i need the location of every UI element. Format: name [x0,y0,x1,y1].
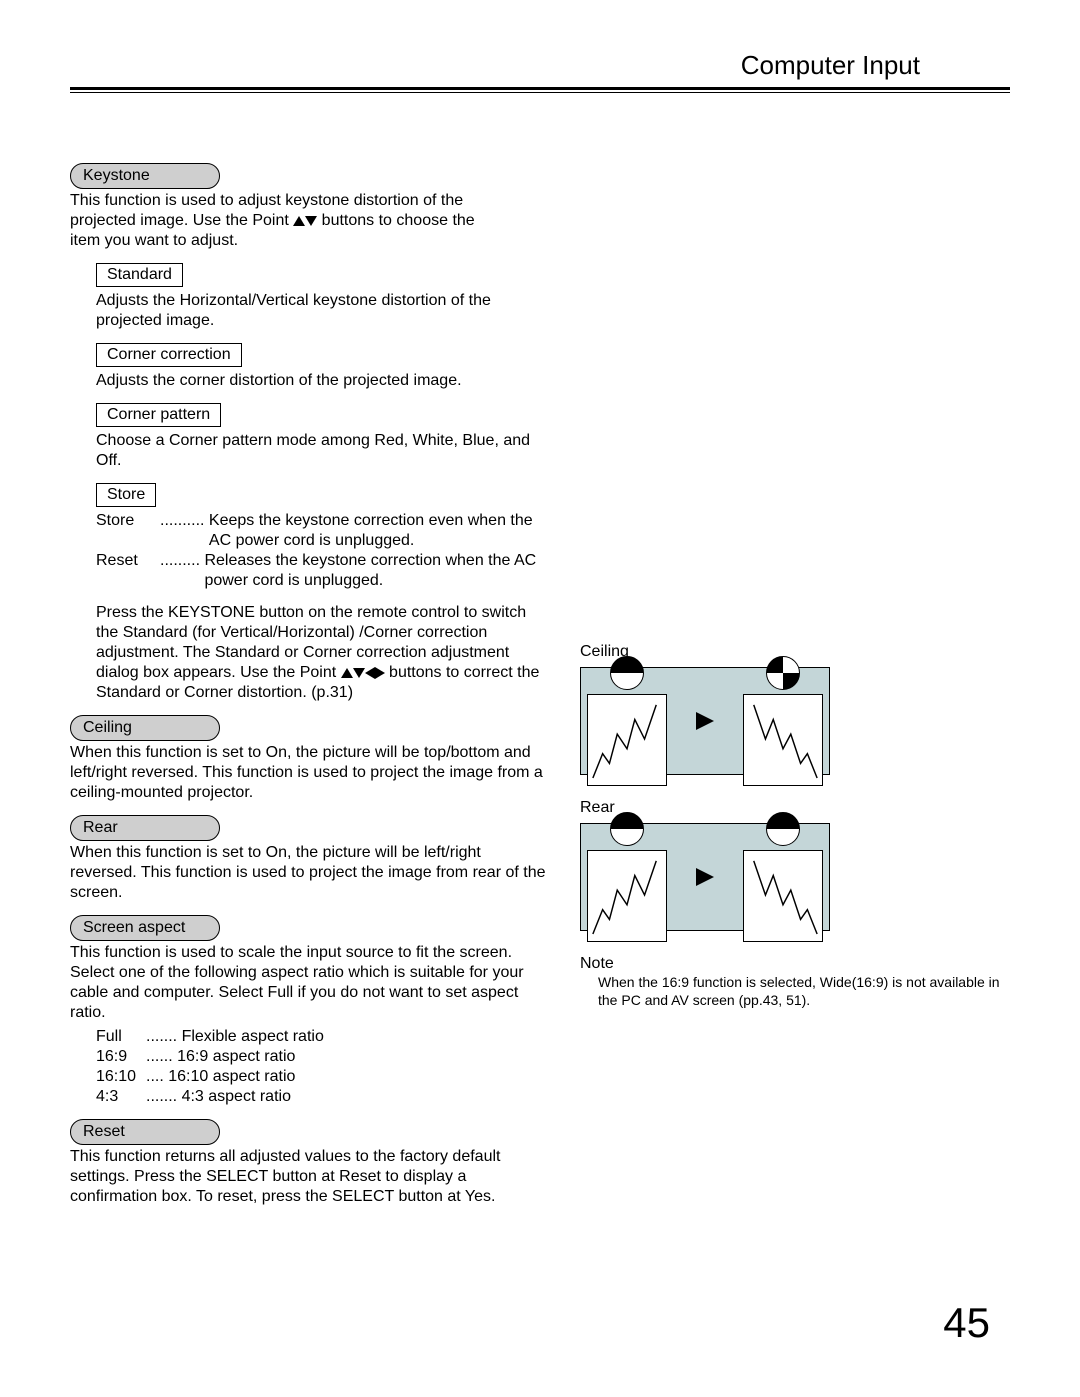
triangle-up-icon [293,216,305,226]
triangle-left-icon [365,667,375,679]
section-pill-reset: Reset [70,1119,220,1145]
text: Flexible aspect ratio [182,1027,550,1047]
standard-body: Adjusts the Horizontal/Vertical keystone… [96,291,550,331]
mini-graph [587,850,667,942]
box-label-standard: Standard [96,263,183,287]
text: 16:9 [96,1047,146,1067]
rear-diagram [580,823,830,931]
text: This function is used to adjust keystone… [70,192,463,209]
screen-aspect-intro: This function is used to scale the input… [70,943,550,1023]
box-label-store: Store [96,483,156,507]
note-title: Note [580,955,1010,973]
text: Reset [96,551,160,591]
mini-graph [743,694,823,786]
page-number: 45 [943,1299,990,1347]
section-pill-ceiling: Ceiling [70,715,220,741]
text: Store [96,511,160,551]
triangle-up-icon [341,668,353,678]
text: 4:3 [96,1087,146,1107]
ceiling-diagram [580,667,830,775]
pie-icon [766,656,800,690]
text: Releases the keystone correction when th… [204,551,550,591]
note-body: When the 16:9 function is selected, Wide… [580,973,1010,1009]
arrow-right-icon [696,868,714,886]
pie-icon [610,656,644,690]
triangle-down-icon [305,216,317,226]
corner-correction-body: Adjusts the corner distortion of the pro… [96,371,550,391]
triangle-down-icon [353,668,365,678]
corner-pattern-body: Choose a Corner pattern mode among Red, … [96,431,550,471]
mini-graph [743,850,823,942]
text: item you want to adjust. [70,232,238,249]
store-rows: Store.......... Keeps the keystone corre… [96,511,550,591]
arrow-right-icon [696,712,714,730]
ceiling-body: When this function is set to On, the pic… [70,743,550,803]
section-pill-rear: Rear [70,815,220,841]
rear-body: When this function is set to On, the pic… [70,843,550,903]
text: 4:3 aspect ratio [182,1087,550,1107]
section-pill-screen-aspect: Screen aspect [70,915,220,941]
box-label-corner-correction: Corner correction [96,343,242,367]
text: 16:10 [96,1067,146,1087]
header-rule [70,87,1010,93]
screen-aspect-rows: Full....... Flexible aspect ratio 16:9..… [70,1027,550,1107]
pie-icon [610,812,644,846]
text: Full [96,1027,146,1047]
text: 16:10 aspect ratio [168,1067,550,1087]
keystone-press: Press the KEYSTONE button on the remote … [96,603,550,703]
text: Keeps the keystone correction even when … [209,511,550,551]
page-header-title: Computer Input [70,50,1010,87]
box-label-corner-pattern: Corner pattern [96,403,221,427]
reset-body: This function returns all adjusted value… [70,1147,550,1207]
triangle-right-icon [375,667,385,679]
text: buttons to choose the [317,212,474,229]
mini-graph [587,694,667,786]
keystone-intro: This function is used to adjust keystone… [70,191,550,251]
pie-icon [766,812,800,846]
section-pill-keystone: Keystone [70,163,220,189]
text: 16:9 aspect ratio [177,1047,550,1067]
text: projected image. Use the Point [70,212,293,229]
